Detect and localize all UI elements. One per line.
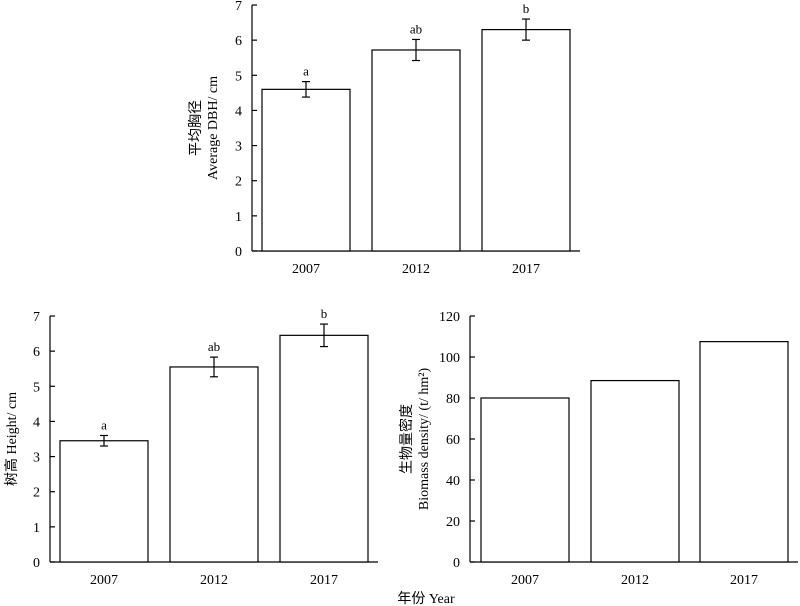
- shared-x-axis-label: 年份 Year: [397, 591, 455, 606]
- y-axis-title: Biomass density/ (t/ hm²): [417, 368, 432, 511]
- bar-2007: [59, 440, 149, 563]
- y-tick-label: 4: [235, 104, 242, 119]
- significance-label: ab: [208, 339, 220, 354]
- y-tick-label: 6: [33, 345, 40, 360]
- y-tick-label: 20: [446, 515, 460, 530]
- bar-2017: [699, 341, 789, 563]
- y-tick-label: 60: [446, 433, 460, 448]
- y-tick-label: 5: [235, 69, 242, 84]
- y-tick-label: 120: [439, 310, 460, 325]
- bar-2017: [481, 29, 571, 252]
- chart-average-dbh: 0 1 2 3 4 5 6 7 2007 a 2012 ab 2017 b 平均胸径 Average DBH/…: [188, 0, 580, 277]
- y-tick-label: 3: [235, 140, 242, 155]
- y-tick-label: 2: [235, 175, 242, 190]
- significance-label: a: [303, 64, 309, 79]
- x-tick-label: 2012: [621, 573, 649, 588]
- y-tick-label: 2: [33, 486, 40, 501]
- bar-2012: [590, 379, 680, 563]
- y-axis-title: 树高 Height/ cm: [3, 392, 20, 486]
- y-tick-label: 1: [33, 521, 40, 536]
- bar-2012: [371, 49, 461, 252]
- y-tick-label: 6: [235, 34, 242, 49]
- x-tick-label: 2007: [90, 573, 118, 588]
- bar-2007: [261, 88, 351, 252]
- y-tick-label: 0: [235, 245, 242, 260]
- x-tick-label: 2017: [512, 262, 540, 277]
- y-axis-title: 平均胸径: [188, 100, 204, 156]
- y-tick-label: 100: [439, 351, 460, 366]
- x-tick-label: 2007: [292, 262, 320, 277]
- x-tick-label: 2017: [730, 573, 758, 588]
- significance-label: ab: [410, 21, 422, 36]
- y-tick-label: 0: [453, 556, 460, 571]
- chart-tree-height: 0 1 2 3 4 5 6 7 2007 a 2012 ab 2017 b 树高 Height/ cm: [3, 306, 378, 588]
- y-tick-label: 7: [235, 0, 242, 14]
- x-tick-label: 2007: [511, 573, 539, 588]
- y-tick-label: 1: [235, 210, 242, 225]
- x-tick-label: 2012: [200, 573, 228, 588]
- y-axis-title: 生物量密度: [398, 404, 415, 474]
- chart-biomass-density: 0 20 40 60 80 100 120 2007 2012 2017 生物量密度 Biomass …: [398, 310, 798, 588]
- significance-label: b: [321, 306, 328, 321]
- y-tick-label: 80: [446, 392, 460, 407]
- significance-label: a: [101, 417, 107, 432]
- x-tick-label: 2012: [402, 262, 430, 277]
- y-tick-label: 3: [33, 451, 40, 466]
- y-tick-label: 7: [33, 310, 40, 325]
- bar-2017: [279, 334, 369, 563]
- y-tick-label: 0: [33, 556, 40, 571]
- y-tick-label: 4: [33, 415, 40, 430]
- significance-label: b: [523, 1, 530, 16]
- y-axis-title: Average DBH/ cm: [206, 76, 221, 180]
- bar-2007: [480, 397, 570, 563]
- y-tick-label: 40: [446, 474, 460, 489]
- bar-2012: [169, 366, 259, 563]
- y-tick-label: 5: [33, 380, 40, 395]
- x-tick-label: 2017: [310, 573, 338, 588]
